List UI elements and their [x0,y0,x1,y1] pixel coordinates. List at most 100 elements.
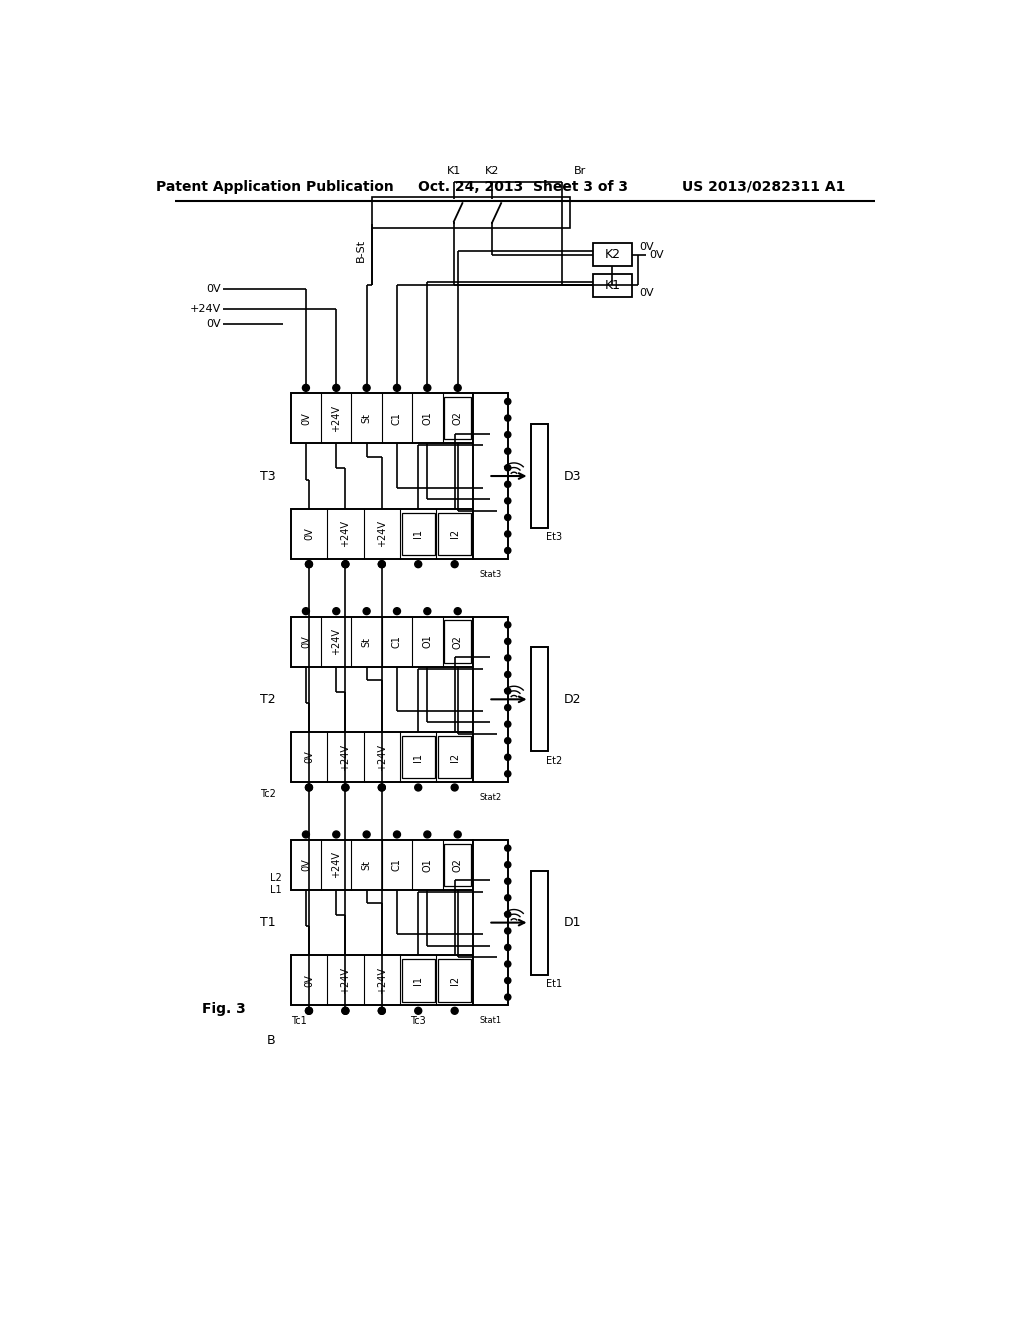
Circle shape [333,832,340,838]
Text: +24V: +24V [340,966,350,994]
Circle shape [505,845,511,851]
Text: D1: D1 [563,916,581,929]
Circle shape [378,1007,385,1014]
Bar [291,393,473,444]
Circle shape [393,607,400,615]
Circle shape [302,832,309,838]
Text: Et2: Et2 [546,755,562,766]
Text: Tc2: Tc2 [259,788,275,799]
Circle shape [505,961,511,968]
Circle shape [505,432,511,438]
Text: T1: T1 [260,916,275,929]
Circle shape [364,832,370,838]
Bar [473,393,508,558]
Text: I1: I1 [414,529,423,539]
Text: 0V: 0V [640,288,654,298]
Circle shape [424,832,431,838]
Bar [438,960,471,1002]
Text: C1: C1 [392,635,402,648]
Circle shape [305,784,312,791]
Text: I2: I2 [450,752,460,762]
Text: Stat3: Stat3 [479,570,502,578]
Circle shape [505,705,511,710]
Circle shape [505,721,511,727]
Bar [593,243,632,267]
Circle shape [302,384,309,391]
Text: Et3: Et3 [546,532,562,543]
Circle shape [505,895,511,900]
Bar [444,843,471,886]
Text: C1: C1 [392,412,402,425]
Bar [438,512,471,554]
Bar [438,737,471,779]
Circle shape [393,832,400,838]
Text: St: St [361,859,372,870]
Text: +24V: +24V [332,851,341,878]
Text: 0V: 0V [649,249,664,260]
Text: B: B [267,1034,275,1047]
Bar [291,956,473,1006]
Circle shape [505,447,511,454]
Text: +24V: +24V [189,304,221,314]
Text: I1: I1 [414,752,423,762]
Bar [291,840,473,890]
Text: I2: I2 [450,975,460,985]
Text: +24V: +24V [340,520,350,548]
Circle shape [393,384,400,391]
Circle shape [364,607,370,615]
Bar [473,840,508,1006]
Circle shape [505,498,511,504]
Bar [531,424,548,528]
Text: +24V: +24V [377,520,387,548]
Bar [473,616,508,781]
Bar [372,197,569,227]
Circle shape [455,832,461,838]
Circle shape [378,784,385,791]
Text: US 2013/0282311 A1: US 2013/0282311 A1 [682,180,845,194]
Circle shape [505,738,511,743]
Text: 0V: 0V [301,412,311,425]
Circle shape [505,655,511,661]
Circle shape [424,607,431,615]
Text: 0V: 0V [304,528,314,540]
Circle shape [342,784,349,791]
Text: +24V: +24V [332,628,341,655]
Circle shape [505,994,511,1001]
Circle shape [505,672,511,677]
Text: 0V: 0V [207,284,221,294]
Circle shape [305,784,312,791]
Circle shape [452,1007,458,1014]
Circle shape [505,928,511,935]
Circle shape [378,561,385,568]
Circle shape [302,607,309,615]
Circle shape [505,771,511,777]
Text: 0V: 0V [301,858,311,871]
Text: L1: L1 [270,884,282,895]
Text: +24V: +24V [340,743,350,771]
Circle shape [415,561,422,568]
Circle shape [378,784,385,791]
Text: K1: K1 [604,279,621,292]
Circle shape [505,978,511,983]
Text: +24V: +24V [377,743,387,771]
Circle shape [415,1007,422,1014]
Text: O2: O2 [453,635,463,648]
Bar [444,620,471,663]
Text: Stat1: Stat1 [479,1016,502,1026]
Text: O2: O2 [453,412,463,425]
Text: St: St [361,636,372,647]
Circle shape [342,784,349,791]
Text: 0V: 0V [207,319,221,329]
Text: Fig. 3: Fig. 3 [202,1002,246,1016]
Text: L2: L2 [269,874,282,883]
Bar [593,275,632,297]
Text: +24V: +24V [332,405,341,432]
Text: I2: I2 [450,529,460,539]
Text: C1: C1 [392,858,402,871]
Text: Oct. 24, 2013  Sheet 3 of 3: Oct. 24, 2013 Sheet 3 of 3 [418,180,629,194]
Bar [291,616,473,667]
Text: T3: T3 [260,470,275,483]
Circle shape [452,561,458,568]
Text: Br: Br [573,166,586,177]
Text: 0V: 0V [301,635,311,648]
